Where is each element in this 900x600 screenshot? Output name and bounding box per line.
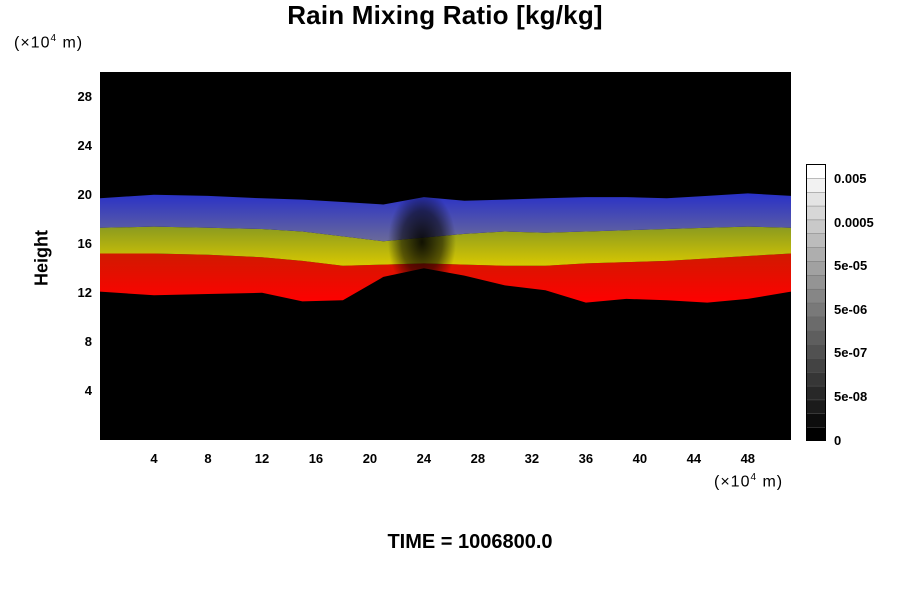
colorbar-band: [806, 371, 826, 387]
y-tick-label: 4: [84, 382, 92, 398]
x-tick-label: 32: [524, 451, 540, 466]
colorbar-band: [806, 329, 826, 345]
y-axis-unit: (×104 m): [14, 33, 84, 52]
colorbar-band: [806, 191, 826, 207]
x-tick-label: 44: [686, 451, 702, 466]
heatmap-plot-area: [100, 72, 791, 440]
colorbar-band: [806, 233, 826, 248]
y-axis-label: Height: [31, 230, 52, 286]
colorbar-band: [806, 357, 826, 373]
time-label: TIME = 1006800.0: [387, 531, 553, 553]
x-tick-label: 40: [632, 451, 648, 466]
x-tick-label: 4: [150, 451, 158, 466]
y-tick-label: 20: [77, 186, 92, 202]
colorbar-tick-label: 5e-07: [834, 345, 868, 361]
y-tick-label: 12: [77, 284, 92, 300]
colorbar-tick-label: 0: [834, 432, 842, 448]
colorbar-band: [806, 343, 826, 359]
y-tick-label: 8: [84, 333, 92, 349]
x-tick-label: 20: [362, 451, 378, 466]
x-tick-label: 28: [470, 451, 486, 466]
x-tick-label: 24: [416, 451, 432, 466]
y-tick-label: 28: [77, 88, 92, 104]
colorbar-band: [806, 164, 826, 179]
colorbar-tick-label: 0.0005: [834, 214, 874, 230]
colorbar-band: [806, 219, 826, 234]
colorbar-band: [806, 316, 826, 331]
x-tick-label: 12: [254, 451, 270, 466]
y-tick-label: 16: [77, 235, 92, 251]
colorbar-tick-label: 5e-06: [834, 301, 868, 317]
x-tick-label: 48: [740, 451, 756, 466]
colorbar-band: [806, 205, 826, 221]
colorbar-tick-label: 5e-05: [834, 258, 868, 274]
colorbar-band: [806, 274, 826, 290]
colorbar-band: [806, 399, 826, 414]
colorbar-band: [806, 246, 826, 262]
colorbar-band: [806, 260, 826, 276]
layer-red: [100, 253, 791, 303]
x-tick-label: 16: [308, 451, 324, 466]
chart-title: Rain Mixing Ratio [kg/kg]: [287, 0, 603, 30]
colorbar-band: [806, 385, 826, 401]
colorbar-tick-label: 0.005: [834, 171, 867, 186]
y-tick-label: 24: [77, 137, 92, 153]
center-void: [388, 190, 456, 294]
x-tick-label: 36: [578, 451, 594, 466]
x-axis-unit: (×104 m): [714, 472, 784, 491]
x-tick-label: 8: [204, 451, 212, 466]
colorbar-band: [806, 288, 826, 304]
colorbar-band: [806, 302, 826, 318]
colorbar-band: [806, 426, 826, 441]
colorbar: [806, 164, 826, 441]
colorbar-band: [806, 413, 826, 428]
colorbar-band: [806, 177, 826, 193]
colorbar-tick-label: 5e-08: [834, 389, 868, 404]
